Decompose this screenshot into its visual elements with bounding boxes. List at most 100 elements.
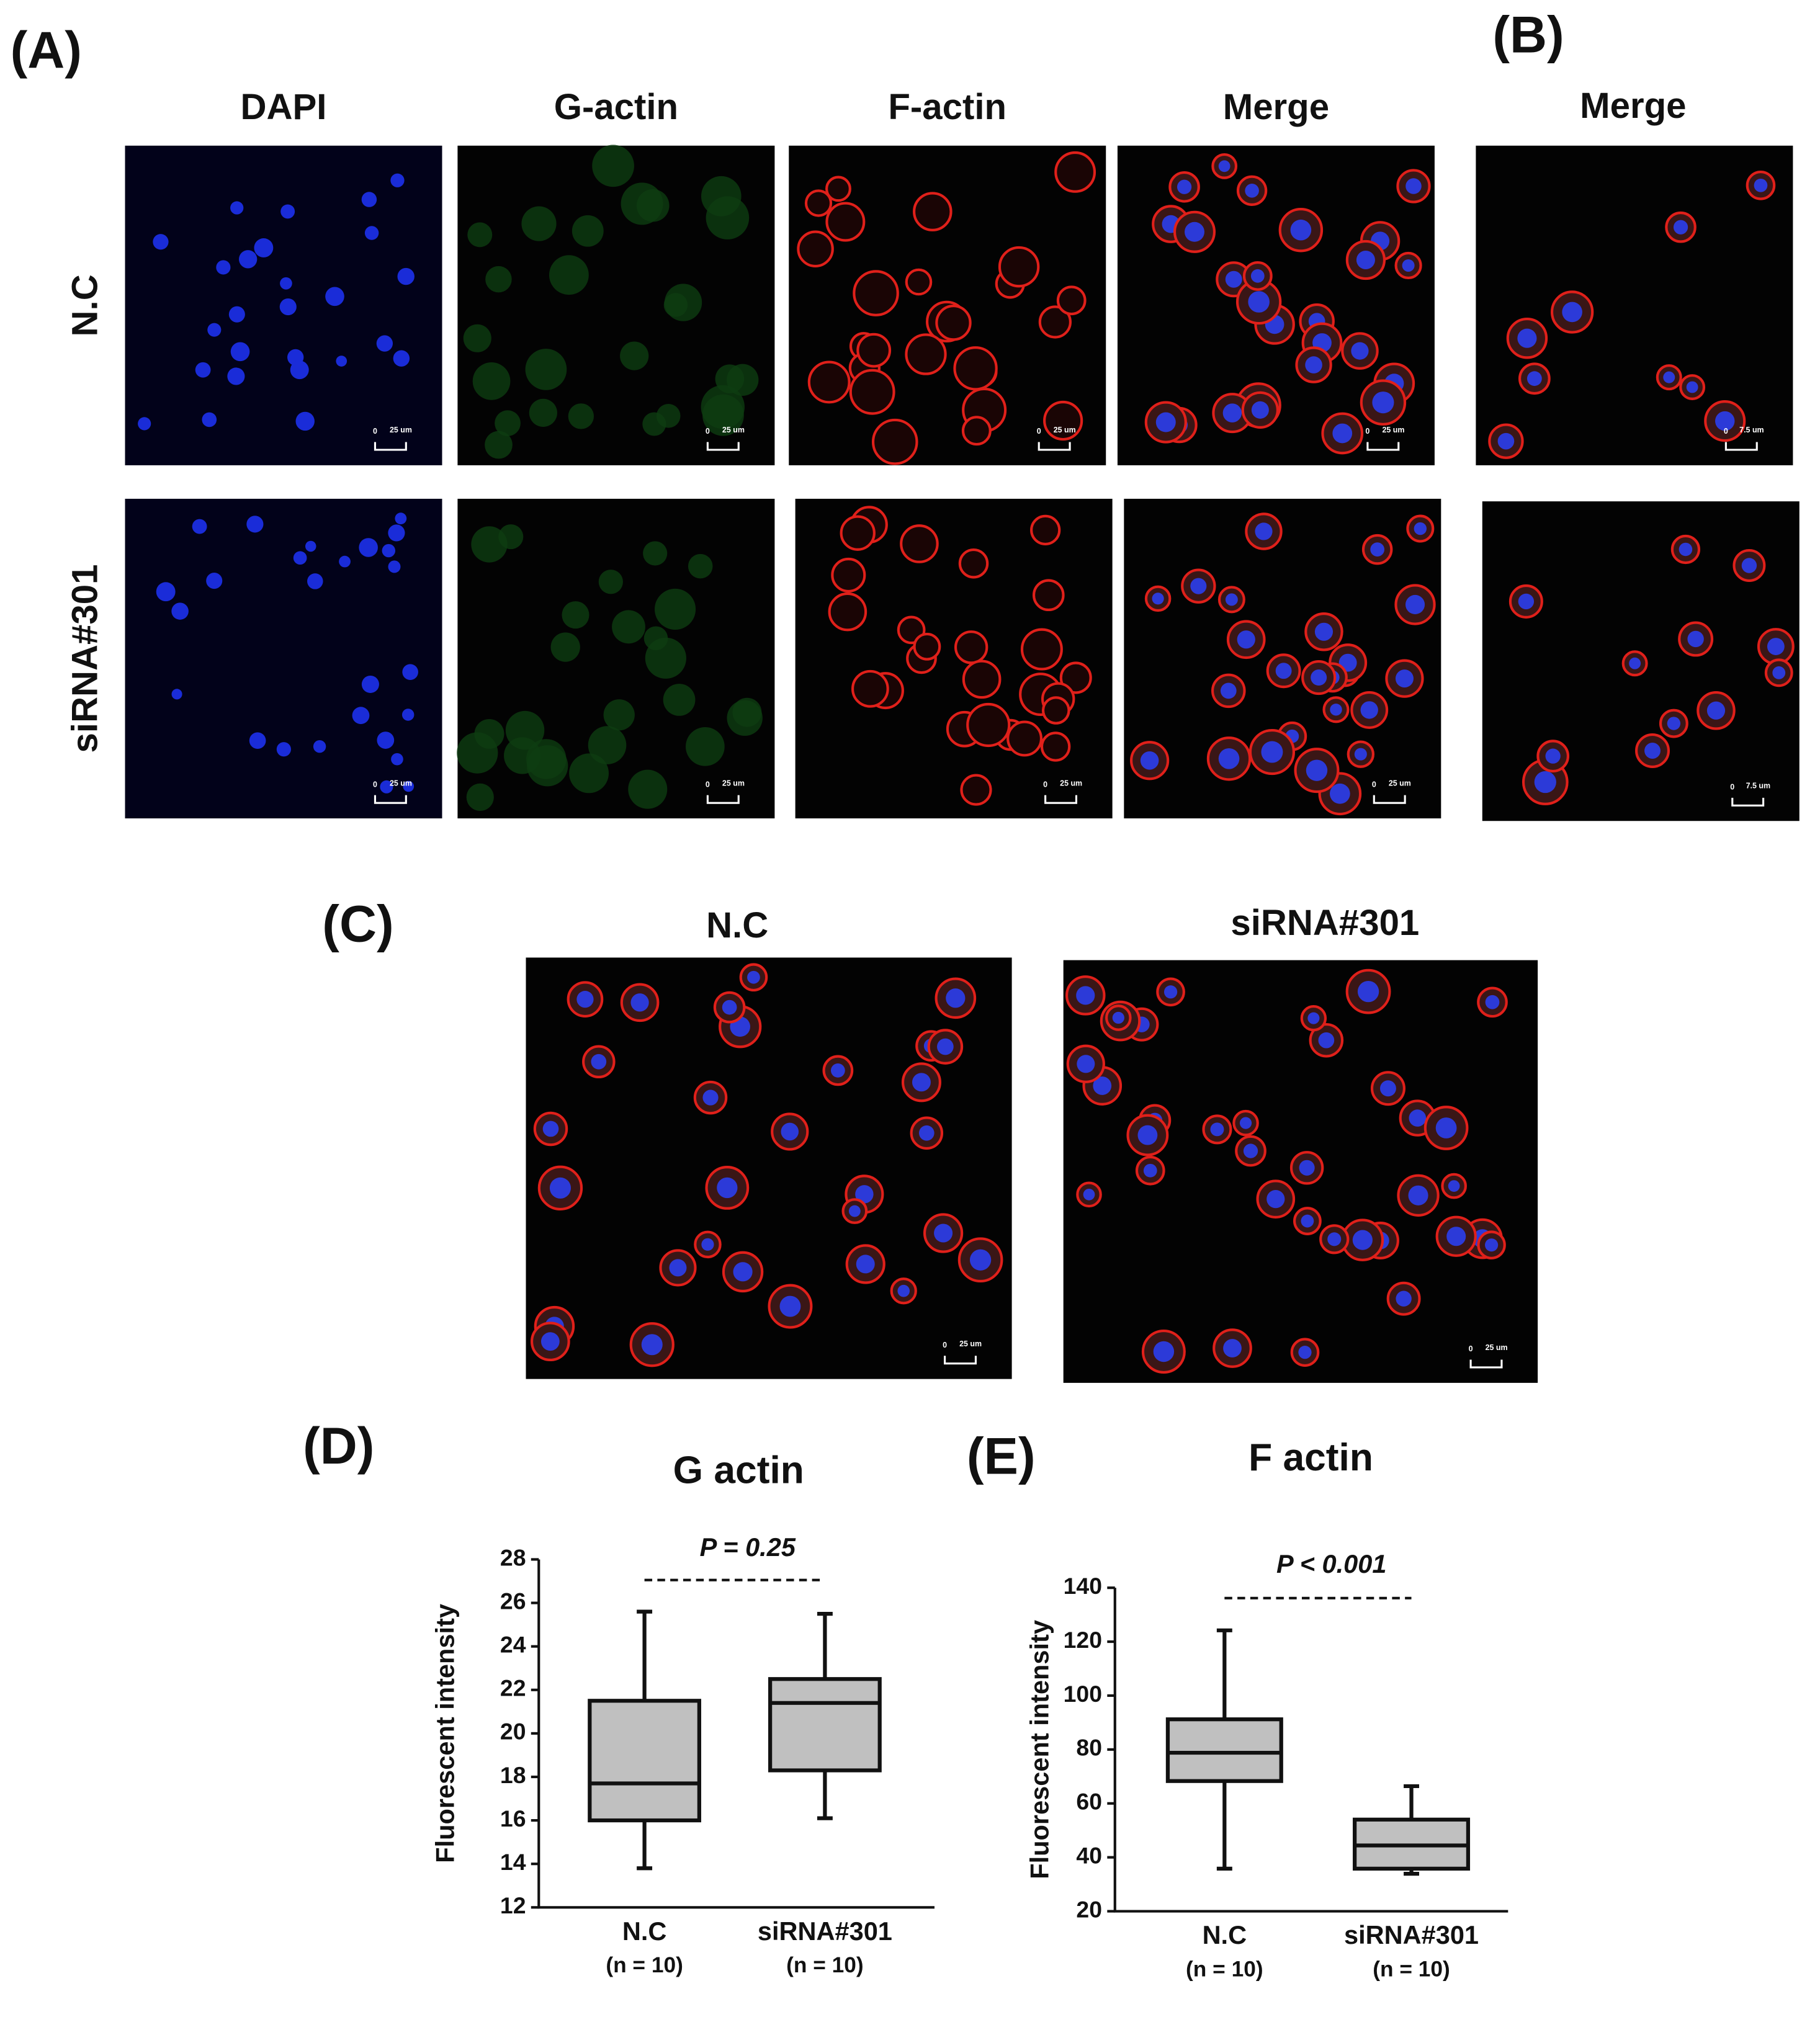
nucleus	[380, 780, 393, 794]
nucleus	[352, 707, 370, 725]
y-axis-label: Fluorescent intensity	[431, 1604, 460, 1863]
nucleus	[934, 1223, 953, 1243]
cell	[655, 588, 696, 630]
nucleus	[202, 412, 217, 427]
nucleus	[1435, 1117, 1457, 1138]
nucleus	[1354, 748, 1367, 761]
nucleus	[156, 582, 176, 602]
scale-bar	[1366, 442, 1400, 451]
nucleus	[246, 516, 264, 533]
nucleus	[1526, 371, 1542, 387]
nucleus	[1223, 1339, 1242, 1357]
cell	[851, 669, 889, 708]
row-label: N.C	[65, 274, 105, 336]
nucleus	[1379, 1080, 1396, 1097]
scale-zero: 0	[1469, 1344, 1473, 1353]
cell	[831, 557, 866, 593]
cell	[485, 431, 513, 459]
nucleus	[1210, 1122, 1224, 1137]
nucleus	[1405, 178, 1422, 194]
nucleus	[388, 560, 401, 573]
cell	[953, 346, 998, 391]
nucleus	[1409, 1109, 1427, 1127]
nucleus	[1299, 1160, 1315, 1176]
nucleus	[290, 360, 309, 380]
cell	[1020, 628, 1063, 671]
x-tick-label: N.C	[622, 1916, 667, 1946]
nucleus	[641, 1334, 663, 1356]
nucleus	[388, 524, 405, 542]
cell	[521, 206, 557, 241]
cell	[853, 270, 899, 316]
nucleus	[1329, 783, 1350, 804]
nucleus	[918, 1125, 935, 1141]
scale-label: 25 um	[1060, 779, 1082, 787]
chart-title: F actin	[1248, 1436, 1373, 1479]
cell	[871, 418, 918, 465]
nucleus	[1497, 432, 1515, 450]
scale-bar	[1044, 795, 1078, 804]
nucleus	[377, 731, 395, 749]
nucleus	[1408, 1185, 1428, 1205]
nucleus	[403, 780, 415, 792]
cell	[1043, 400, 1083, 441]
nucleus	[542, 1120, 559, 1137]
cell	[1038, 305, 1072, 339]
cell	[905, 268, 933, 296]
nucleus	[359, 538, 378, 557]
cell	[643, 541, 668, 566]
nucleus	[1248, 291, 1270, 313]
cell	[498, 524, 524, 550]
nucleus	[207, 323, 222, 337]
scale-bar	[706, 795, 740, 804]
nucleus	[722, 1000, 737, 1015]
nucleus	[238, 250, 258, 269]
nucleus	[336, 356, 347, 367]
y-tick-label: 14	[500, 1849, 526, 1875]
nucleus	[393, 350, 410, 367]
nucleus	[1275, 663, 1292, 679]
scale-label: 25 um	[1382, 426, 1404, 434]
nucleus	[401, 709, 415, 721]
nucleus	[1311, 669, 1327, 686]
scale-zero: 0	[1730, 783, 1734, 792]
nucleus	[1190, 578, 1207, 594]
cell	[958, 548, 989, 579]
nucleus	[1663, 371, 1675, 383]
cell	[954, 630, 988, 664]
nucleus	[1112, 1011, 1124, 1024]
cell	[905, 333, 947, 375]
nucleus	[1220, 682, 1237, 699]
nucleus	[1517, 328, 1537, 348]
micrograph	[526, 957, 1012, 1379]
cell	[621, 182, 663, 225]
x-sublabel: (n = 10)	[1186, 1957, 1263, 1981]
nucleus	[1446, 1227, 1466, 1246]
cell	[663, 684, 696, 716]
cell	[472, 362, 511, 400]
scale-zero: 0	[1365, 427, 1369, 436]
cell	[1032, 579, 1065, 612]
cell	[1056, 285, 1087, 316]
nucleus	[781, 1122, 799, 1141]
cell	[1041, 696, 1070, 725]
x-tick-label: N.C	[1203, 1920, 1247, 1949]
nucleus	[1667, 717, 1681, 730]
nucleus	[1772, 666, 1786, 679]
column-heading: N.C	[706, 905, 768, 946]
nucleus	[397, 267, 415, 285]
nucleus	[848, 1205, 861, 1217]
cell	[550, 632, 580, 662]
cell	[825, 176, 851, 202]
cell	[1054, 151, 1096, 193]
nucleus	[717, 1177, 738, 1199]
nucleus	[313, 740, 326, 753]
cell	[471, 526, 508, 563]
cell	[467, 222, 493, 248]
cell	[504, 737, 541, 774]
scale-zero: 0	[1372, 780, 1376, 789]
x-tick-label: siRNA#301	[758, 1916, 892, 1946]
y-tick-label: 100	[1064, 1681, 1102, 1707]
scale-bar	[1724, 442, 1758, 451]
nucleus	[279, 298, 297, 316]
